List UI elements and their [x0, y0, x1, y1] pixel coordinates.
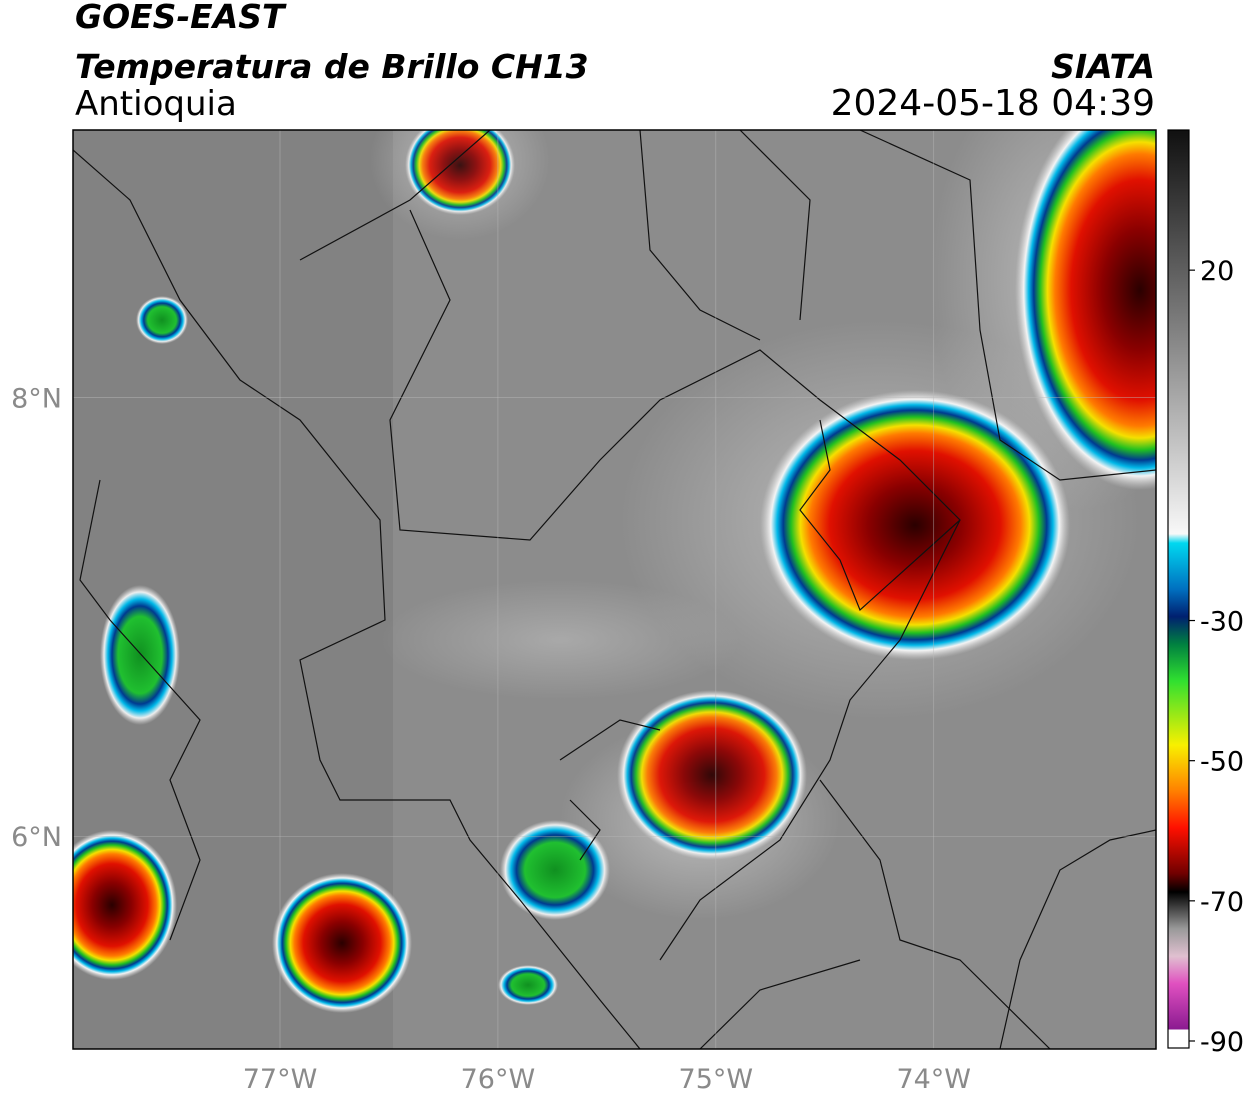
subtitle: Temperatura de Brillo CH13	[75, 47, 589, 86]
lon-label: 75°W	[679, 1064, 754, 1095]
lon-label: 77°W	[243, 1064, 318, 1095]
colorbar	[1167, 129, 1190, 1049]
colorbar-label: -70	[1200, 887, 1244, 918]
region: Antioquia	[75, 84, 237, 124]
colorbar-label: 20	[1200, 256, 1234, 287]
lon-label: 74°W	[896, 1064, 971, 1095]
lat-label: 6°N	[11, 822, 62, 853]
map-image	[73, 130, 1156, 1049]
colorbar-label: -50	[1200, 747, 1244, 778]
colorbar-label: -30	[1200, 607, 1244, 638]
map-frame	[72, 129, 1157, 1050]
title: GOES-EAST	[75, 0, 287, 36]
lat-label: 8°N	[11, 384, 62, 415]
timestamp: 2024-05-18 04:39	[831, 83, 1155, 124]
source: SIATA	[1051, 47, 1155, 86]
colorbar-label: -90	[1200, 1027, 1244, 1058]
graticule	[73, 130, 1156, 1049]
lon-label: 76°W	[461, 1064, 536, 1095]
